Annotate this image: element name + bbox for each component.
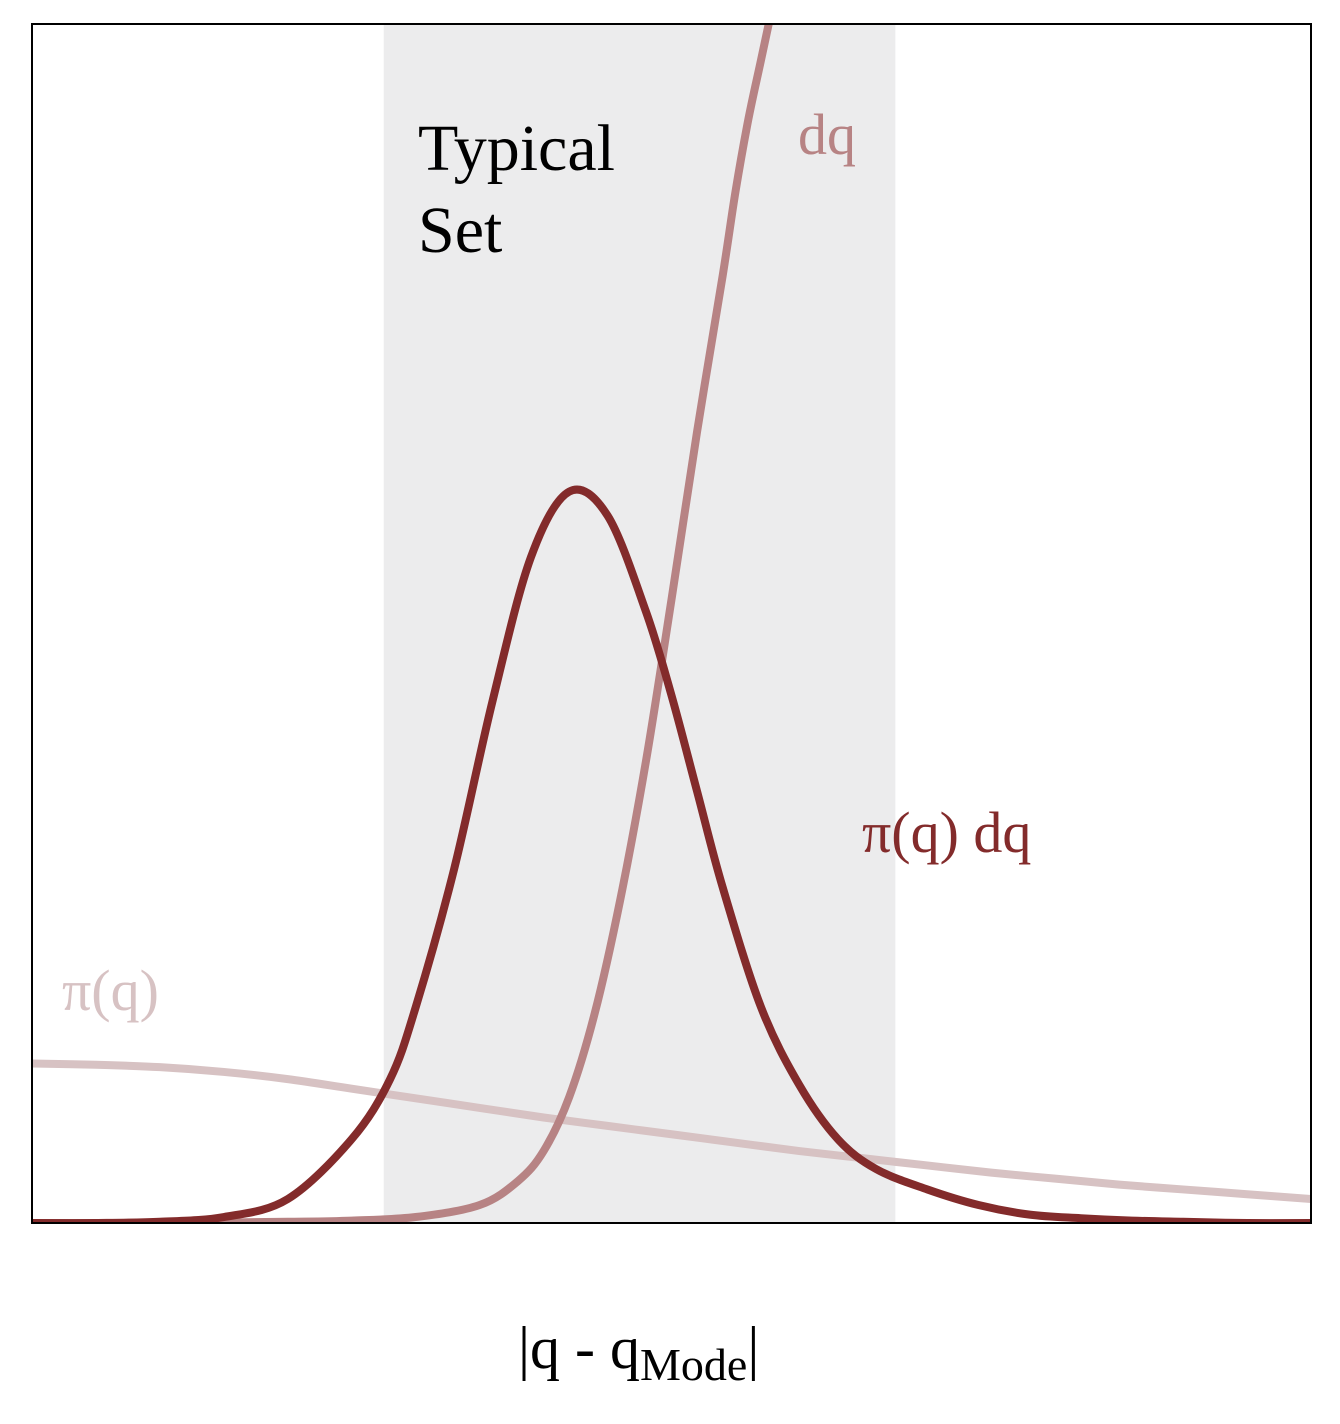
- pi-q-series-label: π(q): [62, 958, 159, 1023]
- pi-q-dq-series-label: π(q) dq: [862, 800, 1031, 865]
- dq-curve: [32, 24, 773, 1223]
- x-axis-label: |q - qMode|: [518, 1315, 759, 1390]
- pi-q-dq-curve: [32, 485, 1311, 1223]
- typical-set-region: [383, 24, 896, 1223]
- series-layer: [32, 24, 1311, 1223]
- dq-series-label: dq: [798, 102, 856, 167]
- typical-set-label-line2: Set: [418, 194, 502, 267]
- plot-frame: [31, 23, 1312, 1224]
- pi-q-curve: [32, 1059, 1311, 1204]
- typical-set-label-line1: Typical: [418, 112, 615, 185]
